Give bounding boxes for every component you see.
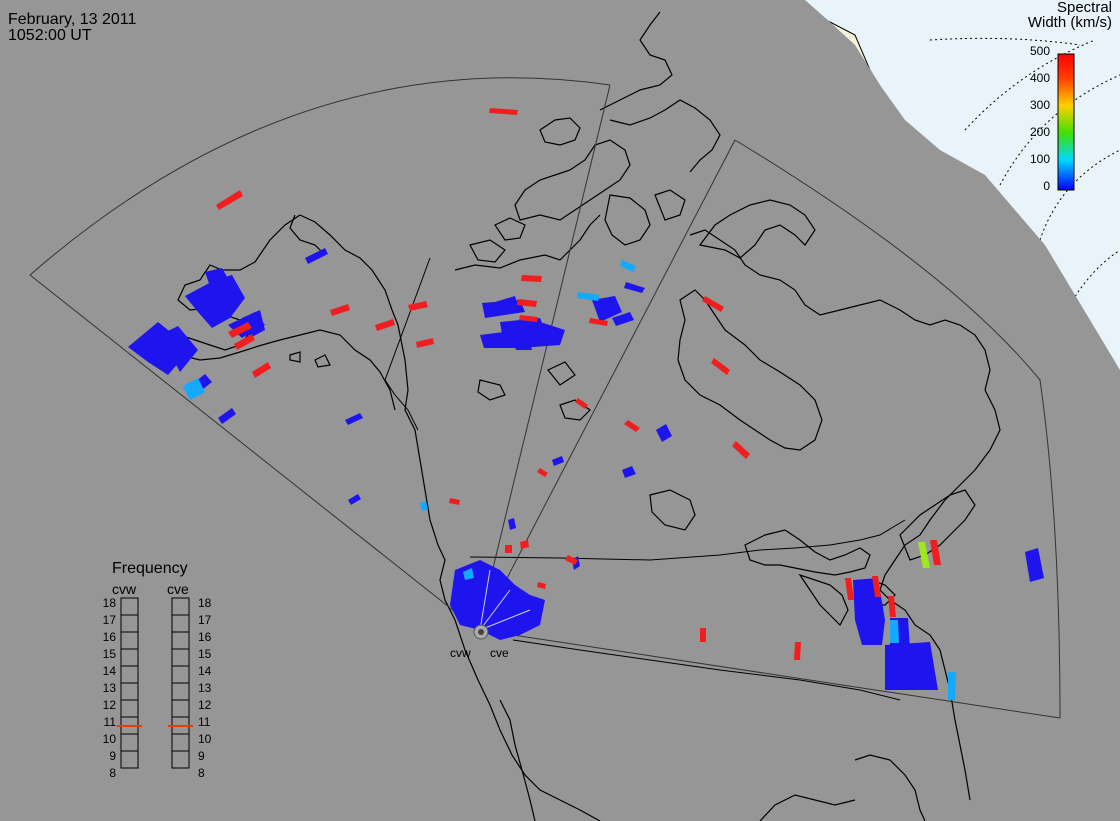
frequency-tick: 17 — [198, 613, 212, 627]
frequency-tick: 15 — [102, 647, 116, 661]
date-label: February, 13 2011 — [8, 11, 137, 28]
time-label: 1052:00 UT — [8, 27, 92, 44]
frequency-tick: 14 — [102, 664, 116, 678]
frequency-tick: 10 — [102, 732, 116, 746]
colorbar-tick: 300 — [1029, 98, 1050, 112]
frequency-tick: 17 — [102, 613, 116, 627]
colorbar-title-line2: Width (km/s) — [1027, 14, 1112, 31]
fan-beams — [479, 569, 531, 631]
frequency-tick: 13 — [198, 681, 212, 695]
colorbar-tick: 100 — [1029, 152, 1050, 166]
frequency-radar-label: cve — [167, 581, 189, 597]
colorbar — [1057, 53, 1075, 191]
radar-label-cve: cve — [490, 646, 509, 660]
frequency-tick: 16 — [102, 630, 116, 644]
frequency-tick: 14 — [198, 664, 212, 678]
colorbar-tick: 200 — [1029, 125, 1050, 139]
frequency-radar-label: cvw — [112, 581, 137, 597]
frequency-tick: 8 — [109, 766, 116, 780]
radar-label-cvw: cvw — [450, 646, 471, 660]
frequency-tick: 11 — [103, 715, 116, 729]
frequency-tick: 18 — [102, 596, 116, 610]
scatter-red — [216, 108, 941, 660]
scatter-blue — [128, 248, 1044, 690]
frequency-tick: 10 — [198, 732, 212, 746]
political-borders — [384, 257, 906, 701]
frequency-tick: 12 — [102, 698, 116, 712]
radar-site — [473, 624, 489, 640]
colorbar-tick: 400 — [1029, 71, 1050, 85]
frequency-tick: 8 — [198, 766, 205, 780]
frequency-tick: 15 — [198, 647, 212, 661]
frequency-tick: 13 — [102, 681, 116, 695]
colorbar-tick: 0 — [1043, 179, 1050, 193]
frequency-tick: 18 — [198, 596, 212, 610]
colorbar-tick: 500 — [1029, 44, 1050, 58]
colorbar-title: Spectral Width (km/s) — [1000, 0, 1112, 30]
frequency-tick: 12 — [198, 698, 212, 712]
frequency-title: Frequency — [112, 560, 188, 577]
frequency-tick: 16 — [198, 630, 212, 644]
scatter-cyan — [183, 260, 956, 700]
frequency-gauges — [117, 597, 193, 769]
colorbar-title-line1: Spectral — [1056, 0, 1112, 16]
frequency-tick: 11 — [198, 715, 211, 729]
frequency-tick: 9 — [109, 749, 116, 763]
frequency-tick: 9 — [198, 749, 205, 763]
scatter-green — [918, 542, 930, 568]
sunlit-ocean-region — [805, 0, 1120, 370]
